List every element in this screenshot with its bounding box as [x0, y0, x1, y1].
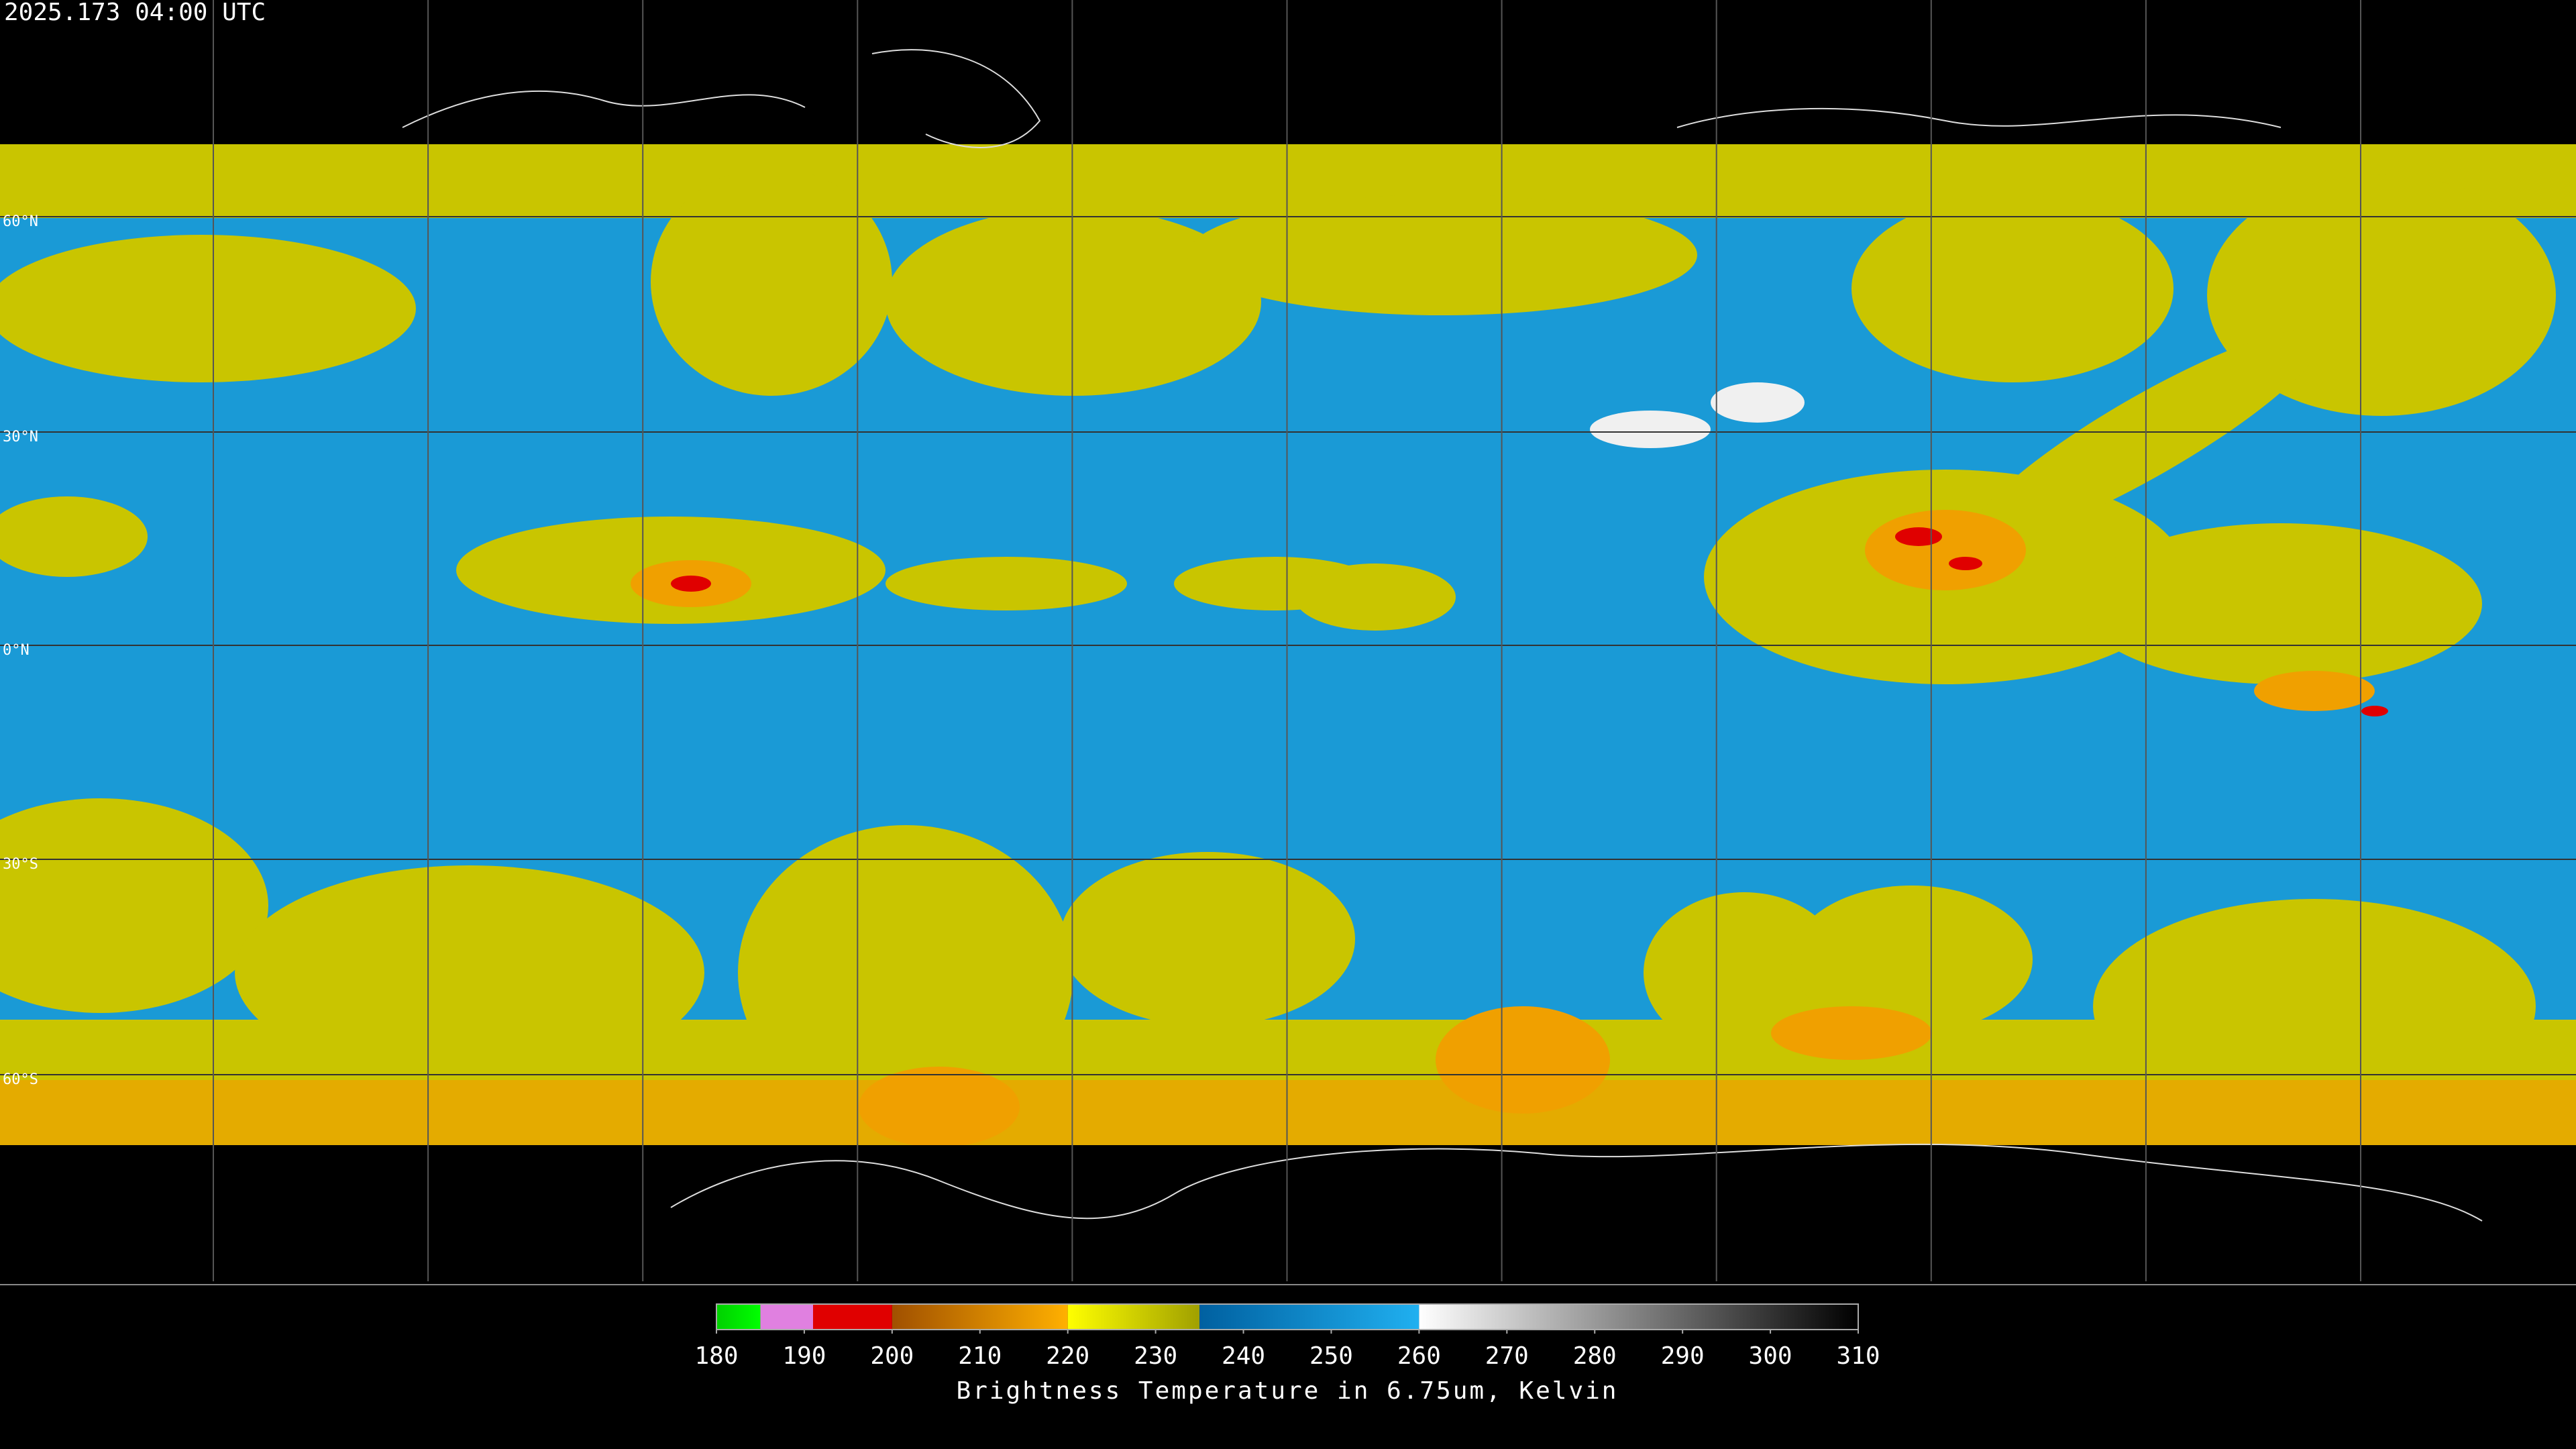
colorbar-segment: [892, 1304, 1068, 1330]
colorbar-segment: [1419, 1304, 1858, 1330]
colorbar-tick-label: 190: [782, 1342, 826, 1370]
colorbar-tick-label: 210: [958, 1342, 1002, 1370]
colorbar-tick-label: 240: [1222, 1342, 1265, 1370]
colorbar-tick-label: 250: [1309, 1342, 1353, 1370]
colorbar-tick-label: 310: [1836, 1342, 1880, 1370]
colorbar-tick-label: 200: [870, 1342, 914, 1370]
colorbar-segment: [760, 1304, 814, 1330]
latitude-labels: 60°N 30°N 0°N 30°S 60°S: [3, 213, 38, 1088]
colorbar-segment: [813, 1304, 892, 1330]
colorbar-frame: [716, 1303, 1859, 1330]
latitude-label: 0°N: [3, 642, 30, 659]
very-cold-spots: [671, 527, 2388, 716]
colorbar-tick-label: 230: [1134, 1342, 1177, 1370]
colorbar-tick-label: 270: [1485, 1342, 1529, 1370]
colorbar-tick-label: 290: [1661, 1342, 1705, 1370]
colorbar-tick-label: 220: [1046, 1342, 1089, 1370]
colorbar-tick-label: 180: [694, 1342, 738, 1370]
colorbar-title: Brightness Temperature in 6.75um, Kelvin: [957, 1377, 1619, 1405]
cold-regions: [0, 510, 2576, 1145]
colorbar-tick-label: 300: [1749, 1342, 1792, 1370]
colorbar-segment: [1067, 1304, 1200, 1330]
timestamp: 2025.173 04:00 UTC: [4, 0, 266, 26]
latitude-label: 60°N: [3, 213, 38, 230]
coastlines: [402, 49, 2483, 1222]
colorbar-segment: [716, 1304, 761, 1330]
latitude-label: 30°S: [3, 856, 38, 873]
colorbar: 180 190 200 210 220 230 240 250 260 270 280 290 300 3…: [694, 1303, 1880, 1370]
colorbar-segment: [1199, 1304, 1419, 1330]
colorbar-tick-label: 260: [1397, 1342, 1441, 1370]
warm-regions: [1590, 382, 1805, 448]
colorbar-tick-label: 280: [1573, 1342, 1617, 1370]
latitude-label: 30°N: [3, 429, 38, 445]
graticule: [0, 0, 2576, 1281]
latitude-label: 60°S: [3, 1071, 38, 1088]
